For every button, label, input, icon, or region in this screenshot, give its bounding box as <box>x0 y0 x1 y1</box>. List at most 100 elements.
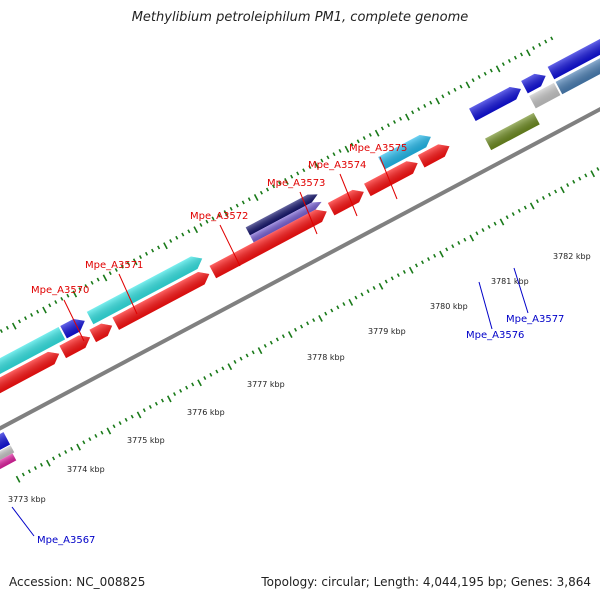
gene-blue-shade <box>547 11 600 80</box>
gene-label-leader <box>513 267 529 314</box>
map-title: Methylibium petroleiphilum PM1, complete… <box>131 10 469 25</box>
scale-tick <box>374 129 380 137</box>
scale-tick <box>175 235 179 240</box>
scale-tick <box>300 324 304 329</box>
scale-tick <box>499 218 505 226</box>
scale-tick <box>265 187 270 192</box>
gene-steel-shade <box>555 21 600 95</box>
scale-tick <box>185 385 189 390</box>
scale-tick <box>33 466 37 470</box>
kbp-tick-label: 3780 kbp <box>430 302 468 311</box>
scale-tick <box>544 39 548 44</box>
scale-tick <box>596 167 600 171</box>
gene-label-leader <box>299 191 318 235</box>
scale-tick <box>203 376 207 380</box>
kbp-tick-label: 3781 kbp <box>491 277 529 286</box>
scale-tick <box>541 196 546 200</box>
inner-dotted-scale <box>15 167 600 483</box>
scale-tick <box>501 62 505 67</box>
kbp-tick-label: 3773 kbp <box>8 495 46 504</box>
scale-tick <box>513 55 517 60</box>
scale-tick <box>60 296 64 301</box>
scale-tick <box>144 251 149 256</box>
scale-tick <box>439 250 444 258</box>
gene-blue-shade <box>60 318 85 339</box>
scale-tick <box>199 222 203 227</box>
scale-tick <box>306 321 310 326</box>
scale-tick <box>36 309 40 314</box>
scale-tick <box>350 142 354 147</box>
scale-tick <box>451 244 455 249</box>
scale-tick <box>245 353 249 358</box>
scale-tick <box>320 158 324 163</box>
scale-tick <box>223 210 229 218</box>
gene-label-layer: 3773 kbp 3774 kbp 3775 kbp 3776 kbp 3777 kbp… <box>8 143 591 546</box>
outer-dotted-scale <box>0 36 554 333</box>
scale-tick <box>402 269 406 274</box>
scale-tick <box>560 186 565 194</box>
scale-tick <box>114 268 118 272</box>
scale-tick <box>487 224 491 229</box>
scale-tick <box>308 165 312 169</box>
scale-tick <box>356 139 360 144</box>
scale-tick <box>281 334 285 339</box>
kbp-tick-label: 3782 kbp <box>553 252 591 261</box>
scale-tick <box>66 293 70 298</box>
scale-tick <box>535 199 539 204</box>
gene-red-shade <box>327 189 364 216</box>
scale-tick <box>538 42 542 47</box>
scale-tick <box>132 258 138 266</box>
gene-label-forward: Mpe_A3571 <box>85 260 143 271</box>
scale-tick <box>58 453 62 458</box>
scale-tick <box>263 343 267 348</box>
scale-tick <box>209 372 213 377</box>
scale-tick <box>584 173 588 178</box>
gene-red-shade <box>89 323 113 343</box>
scale-tick <box>411 110 415 115</box>
gene-label-leader <box>339 173 358 217</box>
gene-label-leader <box>379 156 398 200</box>
scale-tick <box>447 91 451 95</box>
scale-tick <box>106 427 112 435</box>
scale-tick <box>481 228 485 233</box>
scale-tick <box>239 356 243 361</box>
scale-tick <box>463 237 467 242</box>
scale-tick <box>417 107 421 112</box>
scale-tick <box>278 181 282 186</box>
gene-red-shade <box>112 272 210 330</box>
scale-tick <box>578 176 582 181</box>
scale-tick <box>523 205 527 210</box>
scale-tick <box>396 273 400 278</box>
scale-tick <box>205 219 209 224</box>
scale-tick <box>76 443 81 451</box>
scale-tick <box>130 414 134 419</box>
scale-tick <box>52 456 56 461</box>
scale-tick <box>507 58 511 63</box>
scale-tick <box>120 264 124 269</box>
scale-tick <box>229 206 233 211</box>
scale-tick <box>529 202 535 210</box>
scale-tick <box>27 469 31 474</box>
scale-tick <box>142 408 146 413</box>
accession-text: Accession: NC_008825 <box>9 575 146 589</box>
scale-tick <box>336 305 340 310</box>
scale-tick <box>590 170 596 178</box>
gene-label-forward: Mpe_A3572 <box>190 211 248 222</box>
scale-tick <box>457 241 461 245</box>
gene-blue-shade <box>521 73 546 94</box>
scale-tick <box>157 245 161 250</box>
scale-tick <box>191 382 195 387</box>
scale-tick <box>227 363 233 371</box>
scale-tick <box>342 302 346 306</box>
scale-tick <box>70 446 74 451</box>
scale-tick <box>215 369 219 374</box>
scale-tick <box>290 174 294 179</box>
scale-tick <box>423 103 427 108</box>
scale-tick <box>332 152 336 157</box>
gene-gray-shade <box>529 82 561 109</box>
scale-tick <box>221 366 225 371</box>
scale-tick <box>302 168 306 173</box>
scale-tick <box>287 331 293 339</box>
scale-tick <box>251 350 255 355</box>
gene-red-shade <box>417 144 450 168</box>
